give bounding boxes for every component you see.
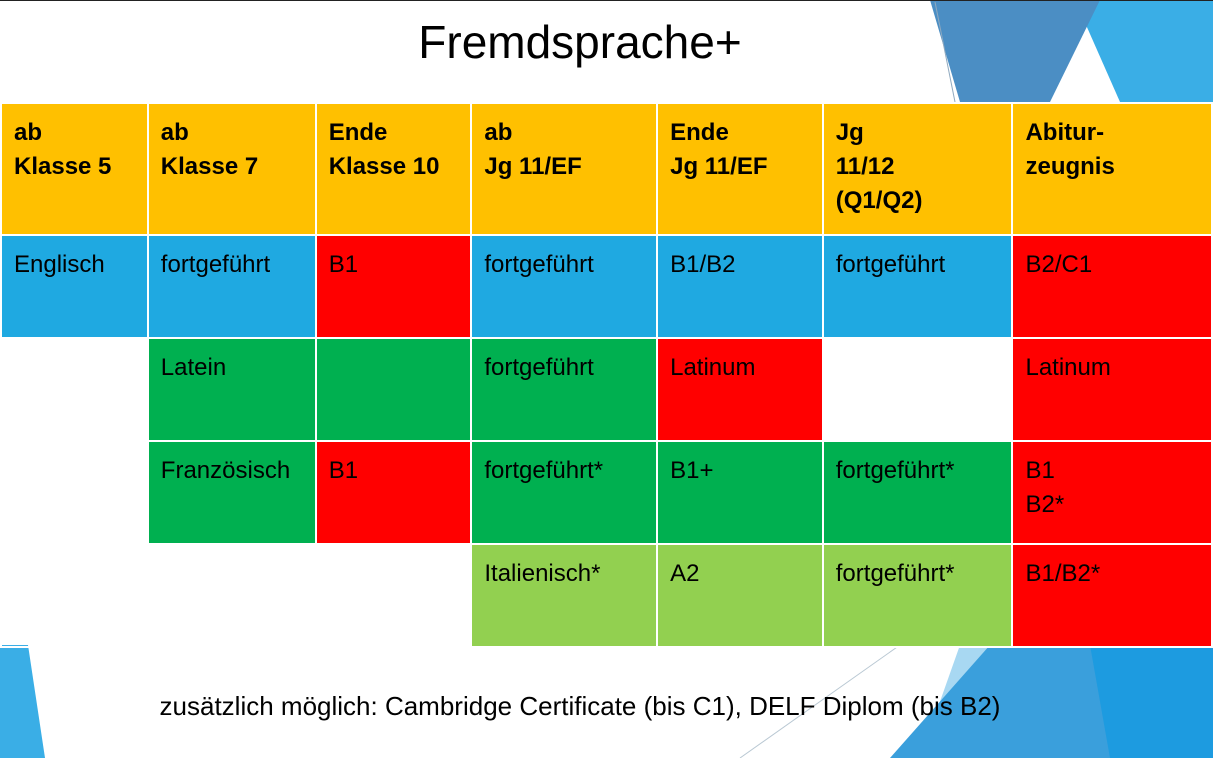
table-row: Latein fortgeführt Latinum Latinum: [0, 337, 1213, 442]
deco-line-bottom: [739, 644, 901, 758]
table-cell: B1 B2*: [1011, 440, 1213, 545]
table-cell: [146, 543, 317, 648]
table-cell: [314, 543, 473, 648]
table-cell: fortgeführt: [821, 234, 1014, 339]
table-cell: B2/C1: [1011, 234, 1213, 339]
deco-shape-bottom-left: [0, 645, 45, 758]
table-cell: [0, 440, 149, 545]
header-cell: ab Klasse 5: [0, 102, 149, 236]
header-cell: Jg 11/12 (Q1/Q2): [821, 102, 1014, 236]
header-cell: ab Klasse 7: [146, 102, 317, 236]
table-header-row: ab Klasse 5 ab Klasse 7 Ende Klasse 10 a…: [0, 102, 1213, 236]
table-cell: B1: [314, 234, 473, 339]
table-cell: B1/B2*: [1011, 543, 1213, 648]
header-cell: Abitur- zeugnis: [1011, 102, 1213, 236]
header-cell: Ende Jg 11/EF: [656, 102, 824, 236]
table-row: Englisch fortgeführt B1 fortgeführt B1/B…: [0, 234, 1213, 339]
header-cell: Ende Klasse 10: [314, 102, 473, 236]
table-cell: fortgeführt: [470, 234, 659, 339]
table-cell: B1/B2: [656, 234, 824, 339]
top-border-line: [0, 0, 1213, 1]
table-cell: Latinum: [656, 337, 824, 442]
language-table: ab Klasse 5 ab Klasse 7 Ende Klasse 10 a…: [0, 102, 1213, 648]
table-cell: fortgeführt: [146, 234, 317, 339]
table-cell: Französisch: [146, 440, 317, 545]
table-cell: fortgeführt*: [821, 543, 1014, 648]
table-cell: fortgeführt*: [470, 440, 659, 545]
table-cell: B1: [314, 440, 473, 545]
header-cell: ab Jg 11/EF: [470, 102, 659, 236]
table-row: Italienisch* A2 fortgeführt* B1/B2*: [0, 543, 1213, 648]
table-cell: Latinum: [1011, 337, 1213, 442]
table-cell: A2: [656, 543, 824, 648]
deco-shape-bottom-right-dark: [1090, 645, 1213, 758]
table-cell: fortgeführt: [470, 337, 659, 442]
table-cell: [0, 337, 149, 442]
table-cell: B1+: [656, 440, 824, 545]
footer-note: zusätzlich möglich: Cambridge Certificat…: [159, 691, 1001, 721]
table-cell: [314, 337, 473, 442]
table-cell: Latein: [146, 337, 317, 442]
table-row: Französisch B1 fortgeführt* B1+ fortgefü…: [0, 440, 1213, 545]
table-cell: fortgeführt*: [821, 440, 1014, 545]
table-cell: Englisch: [0, 234, 149, 339]
page-title: Fremdsprache+: [418, 16, 742, 68]
table-cell: [0, 543, 149, 648]
deco-shape-top-right-dark: [930, 0, 1100, 102]
table-cell: [821, 337, 1014, 442]
deco-shape-top-right-light: [1075, 0, 1213, 102]
deco-line-top: [934, 1, 956, 103]
table-cell: Italienisch*: [470, 543, 659, 648]
